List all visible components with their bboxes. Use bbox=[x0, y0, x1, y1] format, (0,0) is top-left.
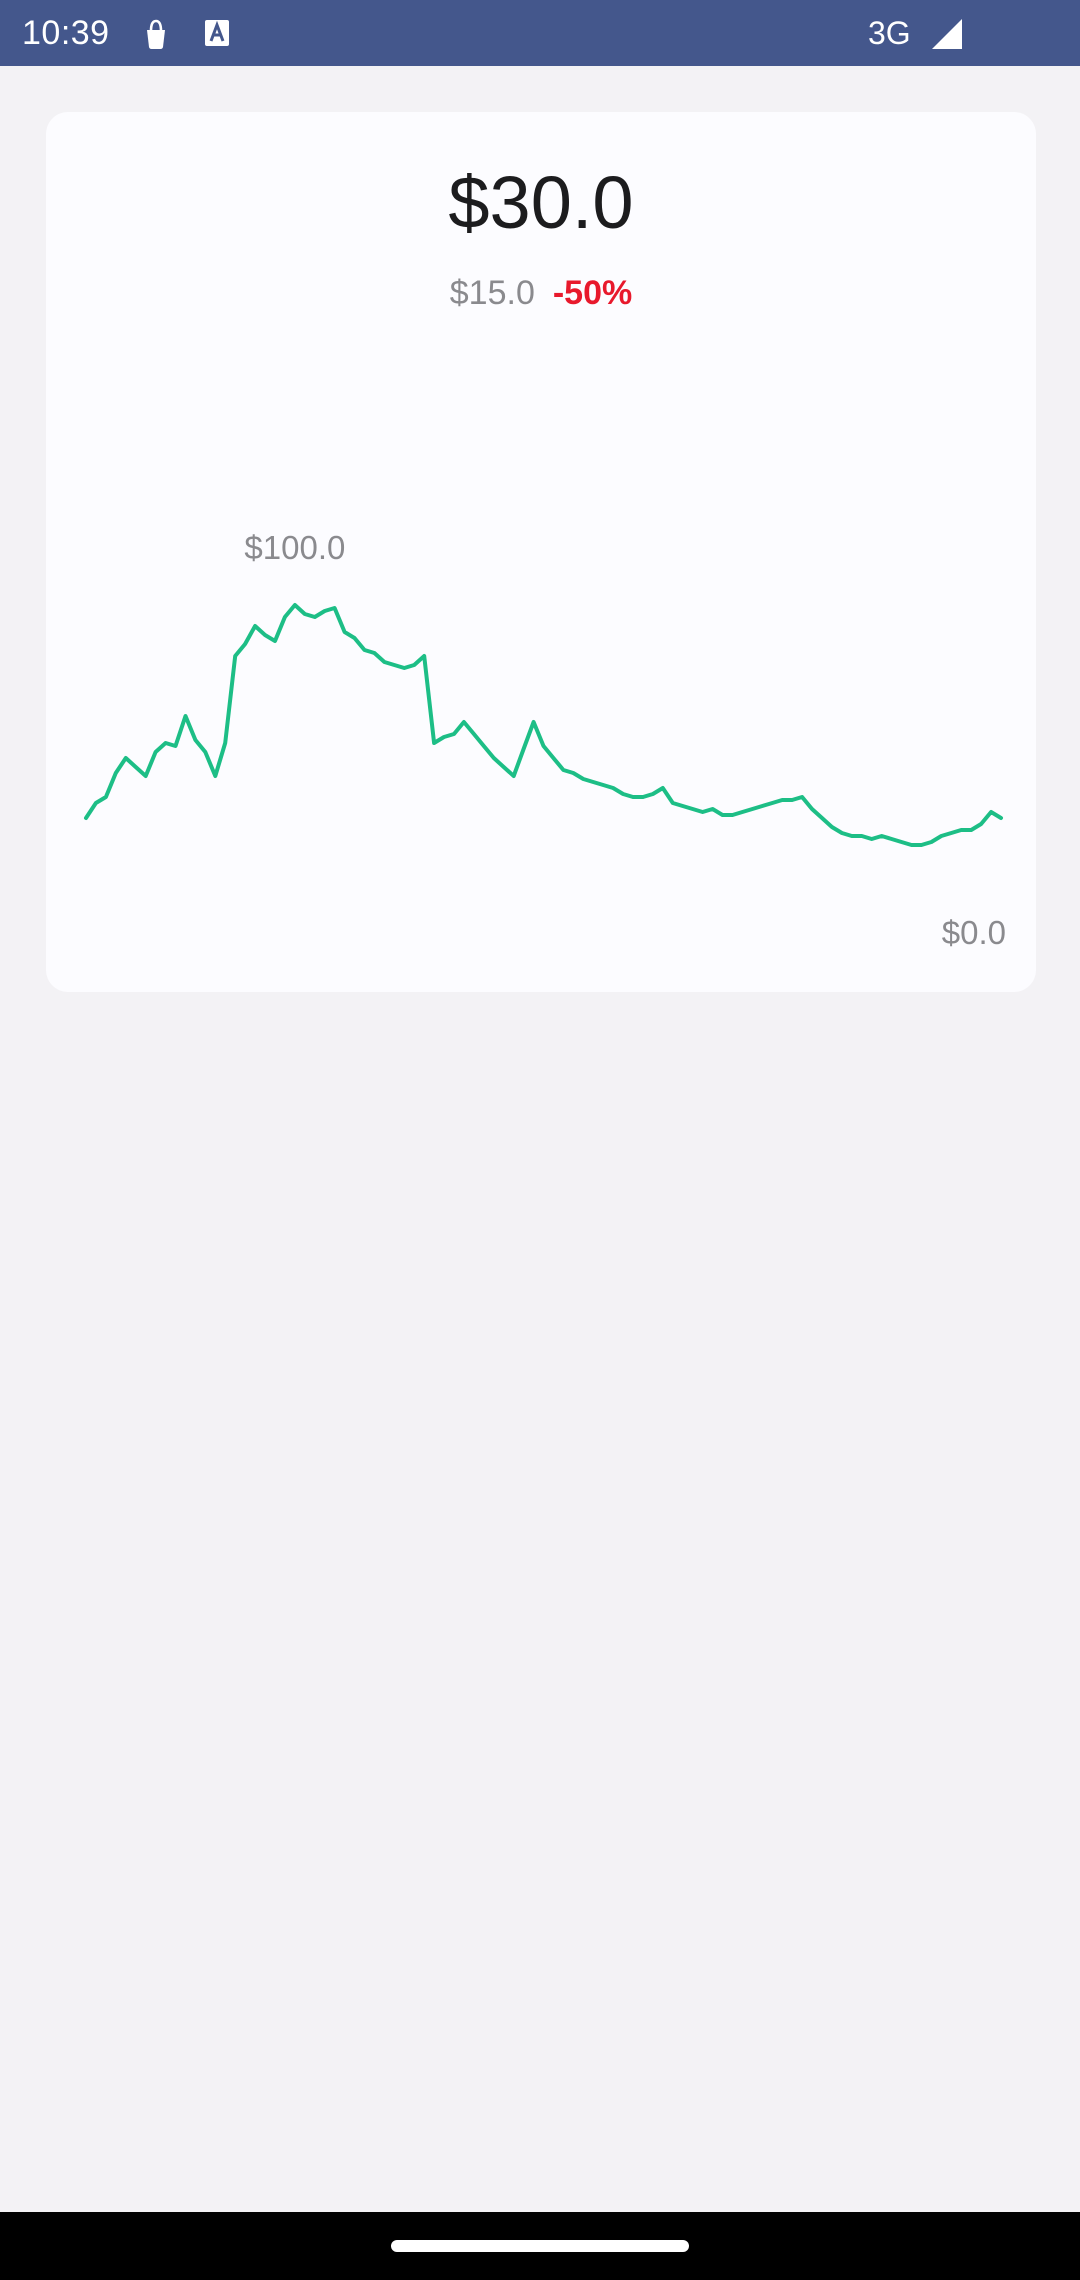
price-change-row: $15.0 -50% bbox=[46, 272, 1036, 314]
status-bar: 10:39 3G bbox=[0, 0, 1080, 66]
a-badge-icon bbox=[205, 20, 229, 46]
previous-price: $15.0 bbox=[449, 274, 535, 312]
bag-icon bbox=[147, 19, 165, 49]
current-price: $30.0 bbox=[448, 161, 634, 244]
price-card: $30.0 $15.0 -50% $100.0 $0.0 bbox=[46, 112, 1036, 992]
chart-min-label: $0.0 bbox=[942, 914, 1006, 951]
navigation-bar bbox=[0, 2212, 1080, 2280]
network-type-label: 3G bbox=[868, 15, 911, 51]
signal-icon bbox=[932, 19, 962, 49]
status-time: 10:39 bbox=[22, 14, 110, 52]
price-line-chart: $100.0 $0.0 bbox=[84, 529, 1006, 951]
chart-series-line bbox=[84, 603, 1003, 847]
home-gesture-handle[interactable] bbox=[391, 2240, 689, 2252]
price-change-percent: -50% bbox=[552, 274, 633, 312]
chart-max-label: $100.0 bbox=[244, 529, 345, 566]
